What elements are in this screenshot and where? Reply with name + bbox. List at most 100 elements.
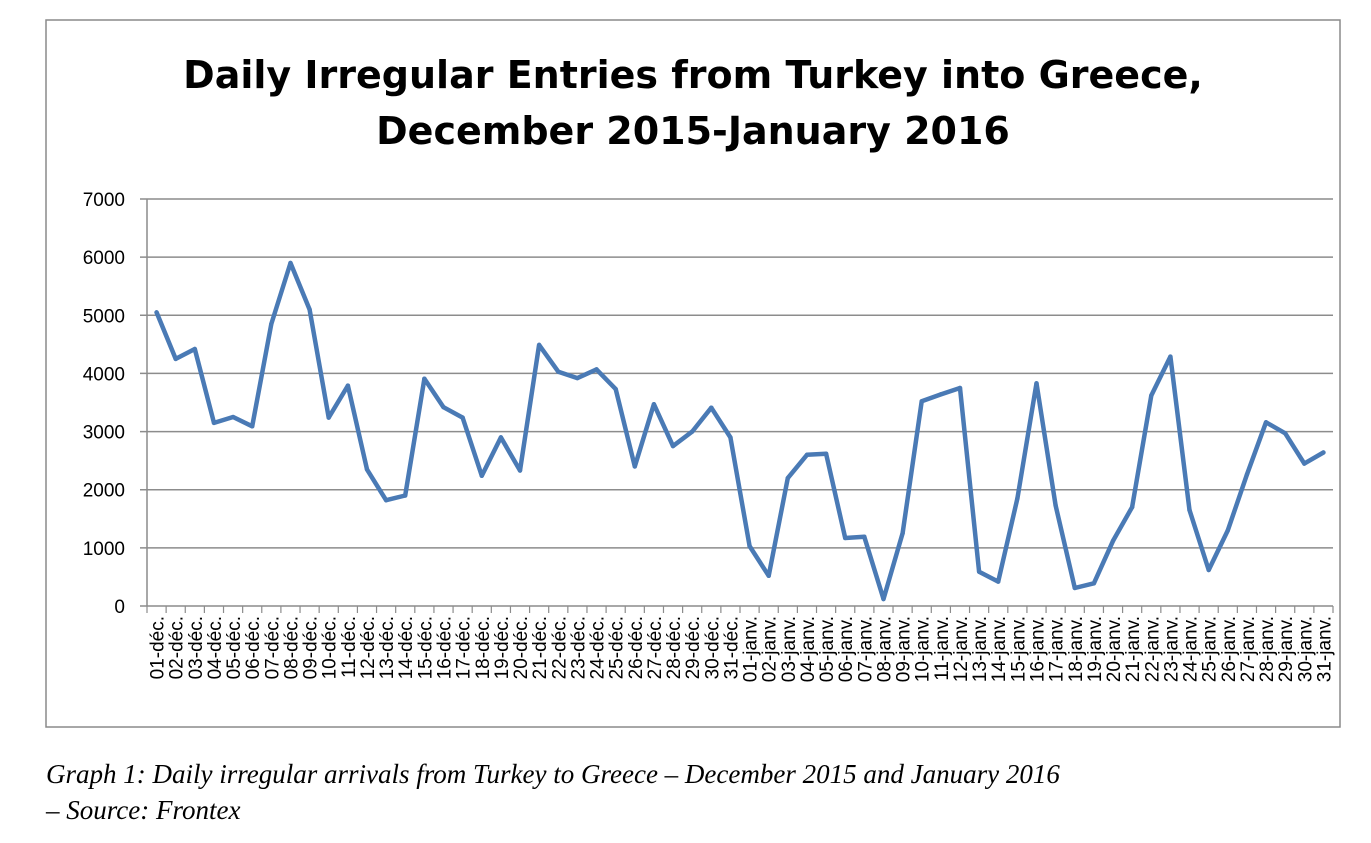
data-point <box>364 467 370 472</box>
y-tick-label: 5000 <box>83 306 125 327</box>
x-tick-label: 29-janv. <box>1276 616 1297 682</box>
x-tick-label: 12-déc. <box>358 616 379 679</box>
data-point <box>1110 538 1116 544</box>
x-tick-label: 22-janv. <box>1142 616 1163 682</box>
x-tick-label: 31-déc. <box>721 616 742 679</box>
data-point <box>804 452 810 458</box>
x-tick-label: 13-déc. <box>377 616 398 679</box>
x-tick-label: 04-déc. <box>205 616 226 679</box>
y-tick-label: 1000 <box>83 539 125 560</box>
data-point <box>460 415 465 420</box>
x-tick-label: 08-janv. <box>874 616 895 682</box>
data-point <box>843 535 848 541</box>
data-point <box>613 386 618 392</box>
data-point <box>1053 503 1058 508</box>
x-tick-label: 06-déc. <box>243 616 264 679</box>
data-point <box>881 596 886 602</box>
data-point <box>670 443 676 449</box>
data-point <box>517 468 523 473</box>
data-point <box>536 342 542 348</box>
data-point <box>1263 420 1269 425</box>
data-point <box>996 579 1001 584</box>
data-point <box>976 569 982 574</box>
data-point <box>173 356 178 362</box>
x-tick-label: 26-janv. <box>1219 616 1240 682</box>
y-tick-label: 2000 <box>83 481 125 502</box>
x-tick-label: 18-janv. <box>1066 616 1087 682</box>
y-tick-label: 4000 <box>83 364 125 385</box>
data-point <box>575 375 580 381</box>
data-point <box>900 531 905 536</box>
x-tick-label: 25-janv. <box>1200 616 1221 682</box>
data-point <box>383 497 389 503</box>
x-tick-label: 03-janv. <box>779 616 800 682</box>
chart-frame: Daily Irregular Entries from Turkey into… <box>45 19 1341 728</box>
x-tick-label: 18-déc. <box>473 616 494 679</box>
data-point <box>192 346 198 352</box>
data-point <box>288 260 293 266</box>
data-point <box>1244 472 1250 477</box>
data-point <box>728 435 733 440</box>
data-point <box>479 473 484 478</box>
data-point <box>403 493 408 498</box>
data-point <box>766 573 771 578</box>
chart-title-line-1: Daily Irregular Entries from Turkey into… <box>183 53 1203 97</box>
x-tick-label: 07-déc. <box>262 616 283 679</box>
data-point <box>1302 461 1307 466</box>
data-point <box>307 307 312 312</box>
data-point <box>1321 450 1326 455</box>
data-point <box>1149 393 1154 398</box>
data-point <box>1206 567 1211 573</box>
data-point <box>689 429 695 434</box>
x-tick-label: 22-déc. <box>549 616 570 679</box>
x-tick-label: 31-janv. <box>1314 616 1335 682</box>
x-tick-label: 16-janv. <box>1028 616 1049 682</box>
data-point <box>211 420 217 426</box>
x-tick-label: 17-déc. <box>454 616 475 679</box>
data-point <box>747 543 752 549</box>
data-point <box>326 415 331 420</box>
data-point <box>269 321 274 327</box>
data-point <box>1034 381 1039 386</box>
y-tick-label: 0 <box>114 597 125 618</box>
x-tick-label: 15-janv. <box>1008 616 1029 682</box>
x-tick-label: 05-déc. <box>224 616 245 679</box>
x-tick-label: 10-janv. <box>913 616 934 682</box>
data-point <box>556 369 561 374</box>
data-point <box>441 404 446 410</box>
x-tick-label: 20-janv. <box>1104 616 1125 682</box>
data-point <box>862 534 867 540</box>
x-tick-label: 02-janv. <box>760 616 781 682</box>
caption-line-1: Graph 1: Daily irregular arrivals from T… <box>46 759 1060 789</box>
x-tick-label: 01-déc. <box>148 616 169 679</box>
data-point <box>1015 496 1020 501</box>
y-tick-label: 3000 <box>83 423 125 444</box>
data-point <box>709 405 714 410</box>
data-point <box>230 414 236 420</box>
data-point <box>250 424 255 429</box>
data-point <box>823 451 829 456</box>
y-tick-label: 6000 <box>83 248 125 269</box>
x-tick-label: 30-janv. <box>1295 616 1316 682</box>
data-point <box>1072 585 1077 591</box>
caption-line-2: – Source: Frontex <box>46 795 241 825</box>
data-point <box>938 392 944 397</box>
x-tick-label: 16-déc. <box>435 616 456 679</box>
x-tick-label: 21-déc. <box>530 616 551 679</box>
x-tick-label: 30-déc. <box>702 616 723 679</box>
x-tick-label: 20-déc. <box>511 616 532 679</box>
x-tick-label: 12-janv. <box>951 616 972 682</box>
x-tick-label: 28-janv. <box>1257 616 1278 682</box>
chart-title-line-2: December 2015-January 2016 <box>376 109 1010 153</box>
data-point <box>422 376 427 381</box>
data-point <box>345 383 351 388</box>
x-tick-label: 06-janv. <box>836 616 857 682</box>
x-tick-label: 17-janv. <box>1047 616 1068 682</box>
x-tick-label: 01-janv. <box>741 616 762 682</box>
x-tick-label: 28-déc. <box>664 616 685 679</box>
x-tick-label: 24-déc. <box>588 616 609 679</box>
x-tick-label: 13-janv. <box>970 616 991 682</box>
x-tick-label: 26-déc. <box>626 616 647 679</box>
x-tick-label: 24-janv. <box>1181 616 1202 682</box>
x-tick-label: 14-déc. <box>396 616 417 679</box>
